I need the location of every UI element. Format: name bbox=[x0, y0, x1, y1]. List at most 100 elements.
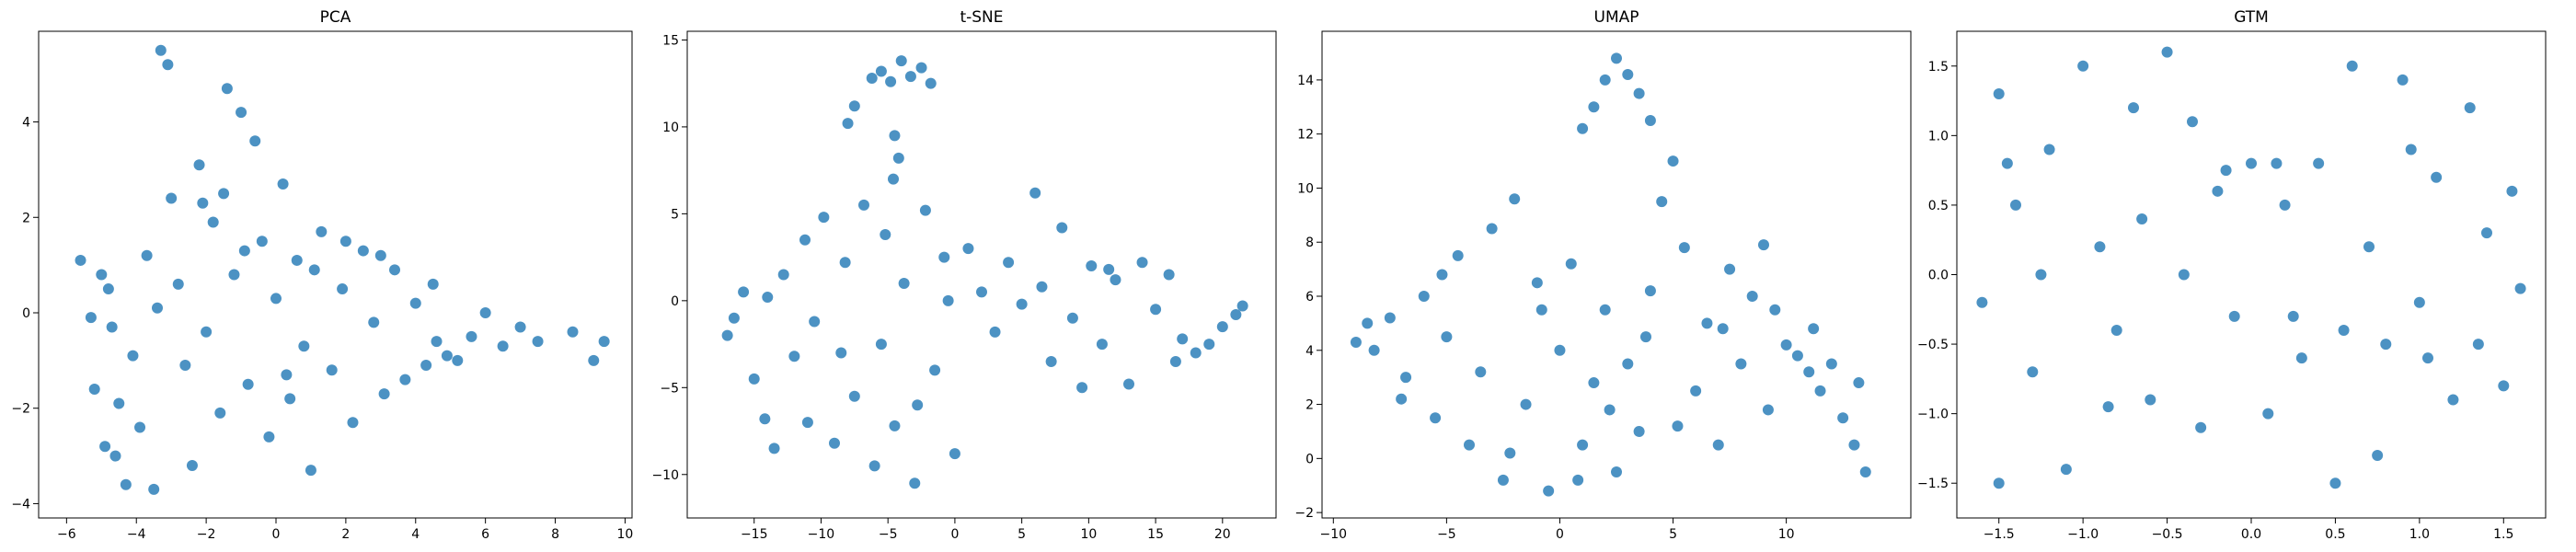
y-tick-label: −1.5 bbox=[1917, 477, 1949, 491]
scatter-point bbox=[88, 383, 100, 395]
scatter-point bbox=[201, 326, 213, 338]
scatter-point bbox=[942, 294, 954, 306]
scatter-point bbox=[420, 360, 432, 372]
x-tick-label: −1.5 bbox=[1984, 527, 2015, 542]
scatter-point bbox=[925, 77, 937, 89]
y-tick-label: 2 bbox=[22, 211, 30, 225]
scatter-point bbox=[1236, 300, 1248, 312]
scatter-point bbox=[1497, 474, 1509, 486]
scatter-point bbox=[193, 159, 205, 171]
x-tick-label: 1.5 bbox=[2493, 527, 2513, 542]
scatter-point bbox=[777, 269, 789, 281]
scatter-point bbox=[2136, 213, 2148, 225]
scatter-point bbox=[768, 443, 780, 454]
scatter-point bbox=[858, 199, 869, 211]
scatter-point bbox=[880, 229, 891, 241]
y-tick-label: 8 bbox=[1305, 236, 1314, 250]
scatter-point bbox=[2464, 102, 2476, 114]
scatter-point bbox=[1640, 331, 1651, 343]
scatter-point bbox=[1672, 420, 1684, 432]
scatter-point bbox=[2102, 401, 2114, 413]
scatter-point bbox=[1136, 257, 1148, 269]
scatter-point bbox=[1762, 404, 1774, 416]
scatter-point bbox=[2338, 324, 2350, 336]
scatter-point bbox=[976, 286, 987, 298]
scatter-point bbox=[2060, 464, 2072, 476]
scatter-point bbox=[1814, 385, 1826, 397]
x-tick-label: −10 bbox=[808, 527, 835, 542]
scatter-point bbox=[1096, 339, 1108, 351]
x-tick-label: 8 bbox=[551, 527, 559, 542]
scatter-point bbox=[270, 293, 282, 305]
scatter-point bbox=[989, 326, 1001, 338]
scatter-point bbox=[389, 264, 400, 276]
gtm-panel: GTM −1.5 −1.0 −0.5 0.0 0.5 1.0 1.5 −1.5 −1.0 −0.5… bbox=[1917, 8, 2547, 542]
scatter-point bbox=[2077, 60, 2089, 72]
scatter-point bbox=[263, 431, 275, 443]
x-tick-label: 5 bbox=[1018, 527, 1026, 542]
x-tick-label: 1.0 bbox=[2409, 527, 2430, 542]
scatter-point bbox=[598, 336, 610, 348]
scatter-point bbox=[441, 350, 453, 362]
scatter-point bbox=[2161, 46, 2173, 58]
x-tick-label: 10 bbox=[1778, 527, 1795, 542]
scatter-point bbox=[339, 236, 351, 247]
scatter-point bbox=[588, 354, 600, 366]
scatter-point bbox=[1577, 439, 1589, 451]
scatter-point bbox=[2145, 394, 2156, 406]
scatter-point bbox=[298, 340, 310, 352]
scatter-point bbox=[1384, 312, 1396, 324]
x-tick-label: 0.0 bbox=[2241, 527, 2261, 542]
scatter-point bbox=[207, 216, 219, 228]
scatter-point bbox=[1150, 304, 1162, 316]
scatter-point bbox=[2431, 171, 2443, 183]
scatter-point bbox=[2279, 199, 2291, 211]
scatter-point bbox=[166, 192, 178, 204]
scatter-point bbox=[829, 437, 840, 449]
scatter-point bbox=[2514, 282, 2526, 294]
scatter-point bbox=[1029, 187, 1041, 199]
scatter-point bbox=[2329, 477, 2341, 489]
scatter-point bbox=[281, 369, 293, 381]
scatter-point bbox=[399, 374, 411, 385]
scatter-point bbox=[1045, 355, 1057, 367]
scatter-point bbox=[1825, 358, 1837, 370]
scatter-point bbox=[277, 178, 289, 190]
scatter-point bbox=[1520, 398, 1532, 410]
scatter-point bbox=[1717, 323, 1729, 335]
x-tick-label: 10 bbox=[616, 527, 633, 542]
scatter-point bbox=[2094, 241, 2106, 253]
y-tick-label: 10 bbox=[1297, 181, 1314, 196]
scatter-point bbox=[127, 350, 139, 362]
scatter-point bbox=[809, 316, 821, 328]
scatter-point bbox=[919, 204, 931, 216]
scatter-point bbox=[1554, 344, 1566, 356]
x-tick-label: 20 bbox=[1214, 527, 1231, 542]
y-tick-label: 0 bbox=[22, 306, 30, 321]
scatter-point bbox=[1604, 404, 1616, 416]
scatter-point bbox=[85, 312, 97, 324]
scatter-point bbox=[888, 173, 899, 185]
scatter-point bbox=[1169, 355, 1181, 367]
scatter-point bbox=[1791, 350, 1803, 362]
scatter-point bbox=[848, 390, 860, 402]
scatter-point bbox=[2027, 366, 2039, 378]
scatter-point bbox=[1656, 196, 1668, 208]
scatter-point bbox=[1230, 308, 1242, 320]
scatter-point bbox=[866, 73, 878, 85]
x-tick-label: −0.5 bbox=[2152, 527, 2183, 542]
scatter-point bbox=[868, 460, 880, 472]
scatter-point bbox=[197, 197, 209, 209]
scatter-point bbox=[1599, 74, 1611, 86]
scatter-point bbox=[238, 245, 250, 257]
scatter-points bbox=[1976, 46, 2526, 489]
scatter-point bbox=[801, 417, 813, 429]
scatter-point bbox=[1803, 366, 1815, 378]
axes-frame bbox=[1321, 30, 1912, 519]
y-tick-label: −5 bbox=[660, 381, 679, 396]
scatter-point bbox=[1203, 339, 1215, 351]
scatter-points bbox=[1350, 52, 1871, 497]
scatter-point bbox=[889, 130, 901, 142]
scatter-point bbox=[2472, 339, 2484, 351]
